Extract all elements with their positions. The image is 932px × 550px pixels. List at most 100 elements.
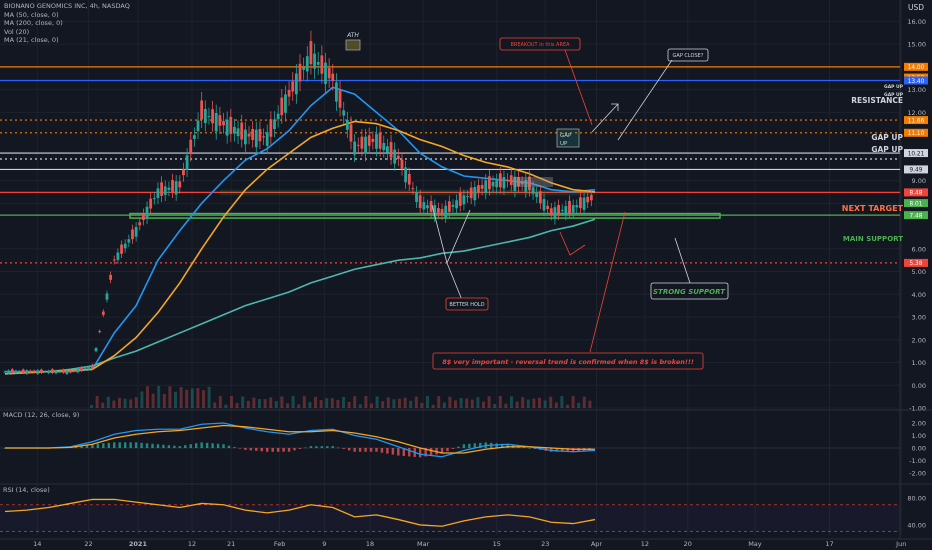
candle-body <box>327 67 331 79</box>
macd-histogram-bar <box>440 448 444 454</box>
reversal-arrow <box>559 231 586 256</box>
macd-histogram-bar <box>408 448 411 457</box>
price-tick-label: 15.00 <box>907 41 926 49</box>
candle-body <box>338 89 342 108</box>
macd-histogram-bar <box>140 442 143 448</box>
volume-bar <box>342 396 345 408</box>
volume-bar <box>549 396 553 408</box>
rsi-legend[interactable]: RSI (14, close) <box>3 486 50 494</box>
macd-histogram-bar <box>211 443 214 448</box>
volume-bar <box>582 396 586 408</box>
candle-body <box>371 138 375 142</box>
legend-ma200[interactable]: MA (200, close, 0) <box>4 19 63 28</box>
macd-histogram-bar <box>233 447 236 448</box>
price-tick-label: 5.00 <box>912 268 926 276</box>
time-tick-label: Mar <box>417 540 430 548</box>
next-target-zone <box>220 189 595 196</box>
candle-body <box>509 175 513 185</box>
price-tick-label: 1.00 <box>912 359 926 367</box>
macd-histogram-bar <box>249 448 253 451</box>
volume-bar <box>319 400 323 408</box>
candle-body <box>342 110 346 116</box>
macd-histogram-bar <box>495 443 498 448</box>
volume-bar <box>588 400 592 408</box>
macd-histogram-bar <box>533 448 537 449</box>
volume-bar <box>218 396 222 408</box>
candle-body <box>586 196 590 203</box>
candle-body <box>364 136 367 154</box>
candle-body <box>487 176 491 190</box>
gap-box <box>556 128 580 148</box>
legend-vol[interactable]: Vol (20) <box>4 27 30 36</box>
note-label: 8$ very important - reversal trend is co… <box>442 358 694 366</box>
volume-bar <box>577 402 581 408</box>
candle-body <box>200 100 204 120</box>
volume-bar <box>409 400 413 408</box>
candle-body <box>269 119 273 137</box>
time-tick-label: 23 <box>541 540 549 548</box>
candle-body <box>375 134 378 149</box>
macd-histogram-bar <box>353 448 356 452</box>
volume-bar <box>504 403 508 408</box>
macd-histogram-bar <box>342 448 345 449</box>
candle-body <box>156 188 160 198</box>
price-badge-label: 7.48 <box>910 213 923 219</box>
macd-histogram-bar <box>418 448 422 458</box>
macd-histogram-bar <box>276 448 280 452</box>
legend-title[interactable]: BIONANO GENOMICS INC, 4h, NASDAQ <box>4 2 130 10</box>
volume-bar <box>493 403 497 408</box>
breakout-arrow <box>564 49 593 126</box>
macd-histogram-bar <box>298 448 302 449</box>
macd-histogram-bar <box>375 448 378 452</box>
legend-ma50[interactable]: MA (50, close, 0) <box>4 10 59 19</box>
candle-body <box>76 368 80 373</box>
main-support-zone <box>129 212 721 219</box>
next-target-label: NEXT TARGET <box>842 204 904 213</box>
legend-ma21[interactable]: MA (21, close, 0) <box>4 36 59 45</box>
macd-legend[interactable]: MACD (12, 26, close, 9) <box>3 411 80 419</box>
candle-body <box>429 201 433 212</box>
candle-body <box>517 177 520 187</box>
gap-up-label-2: GAP UP <box>871 145 903 154</box>
price-tick-label: -1.00 <box>909 405 926 413</box>
volume-bar <box>543 400 547 408</box>
volume-bar <box>420 402 424 408</box>
drawings: ATH BREAKOUT in this AREA GAP CLOSE? GAP UP… <box>345 32 904 370</box>
candle-body <box>131 229 134 240</box>
candle-body <box>360 136 364 149</box>
candle-body <box>440 209 444 215</box>
time-axis[interactable]: 14 22 2021 12 21 Feb 9 18 Mar 15 23 Apr 12 20 May 17 Jun <box>33 540 906 548</box>
volume-bar <box>532 398 536 408</box>
candle-body <box>531 187 535 194</box>
candle-body <box>498 173 502 188</box>
candle-body <box>418 195 422 209</box>
candle-body <box>222 121 225 126</box>
macd-histogram-bar <box>107 442 110 448</box>
time-tick-label: 15 <box>493 540 501 548</box>
rsi-tick-label: 40.00 <box>907 521 926 529</box>
candle-body <box>72 370 76 372</box>
candle-body <box>105 293 109 300</box>
price-badge-label: 8.48 <box>910 191 923 197</box>
candle-body <box>3 371 7 373</box>
volume-bar <box>431 404 435 408</box>
price-tick-label: 2.00 <box>912 336 926 344</box>
macd-histogram-bar <box>309 446 313 448</box>
macd-histogram-bar <box>320 446 324 448</box>
macd-histogram-bar <box>156 444 160 448</box>
macd-tick-label: -1.00 <box>909 457 926 465</box>
price-badge <box>904 165 928 174</box>
candle-body <box>484 180 488 194</box>
candle-body <box>393 149 397 164</box>
macd-histogram-bar <box>451 448 455 449</box>
candle-body <box>160 182 164 196</box>
time-tick-label: 22 <box>84 540 92 548</box>
volume-bar <box>118 397 121 408</box>
price-axis[interactable]: 16.0015.0013.0012.009.008.006.005.004.00… <box>904 18 928 530</box>
candle-body <box>506 179 509 182</box>
candle-body <box>400 159 404 169</box>
candle-body <box>378 132 382 149</box>
candle-body <box>98 331 102 333</box>
macd-histogram-bar <box>391 448 395 455</box>
